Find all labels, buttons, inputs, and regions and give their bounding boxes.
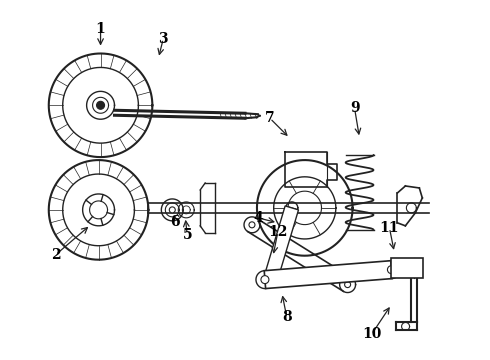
Polygon shape	[264, 261, 392, 289]
Text: 4: 4	[253, 211, 263, 225]
Text: 10: 10	[362, 327, 381, 341]
Text: 12: 12	[268, 225, 288, 239]
Text: 5: 5	[182, 228, 192, 242]
Text: 1: 1	[96, 22, 105, 36]
Text: 6: 6	[171, 215, 180, 229]
Circle shape	[388, 266, 395, 274]
Text: 11: 11	[380, 221, 399, 235]
Text: 7: 7	[265, 111, 275, 125]
Circle shape	[169, 207, 175, 213]
Circle shape	[344, 282, 350, 288]
Circle shape	[97, 101, 104, 109]
Text: 2: 2	[51, 248, 61, 262]
Text: 3: 3	[158, 32, 168, 46]
Text: 9: 9	[350, 101, 359, 115]
Text: 8: 8	[282, 310, 292, 324]
Circle shape	[261, 276, 269, 284]
Bar	[392, 258, 423, 278]
Circle shape	[249, 222, 255, 228]
Polygon shape	[265, 206, 298, 276]
